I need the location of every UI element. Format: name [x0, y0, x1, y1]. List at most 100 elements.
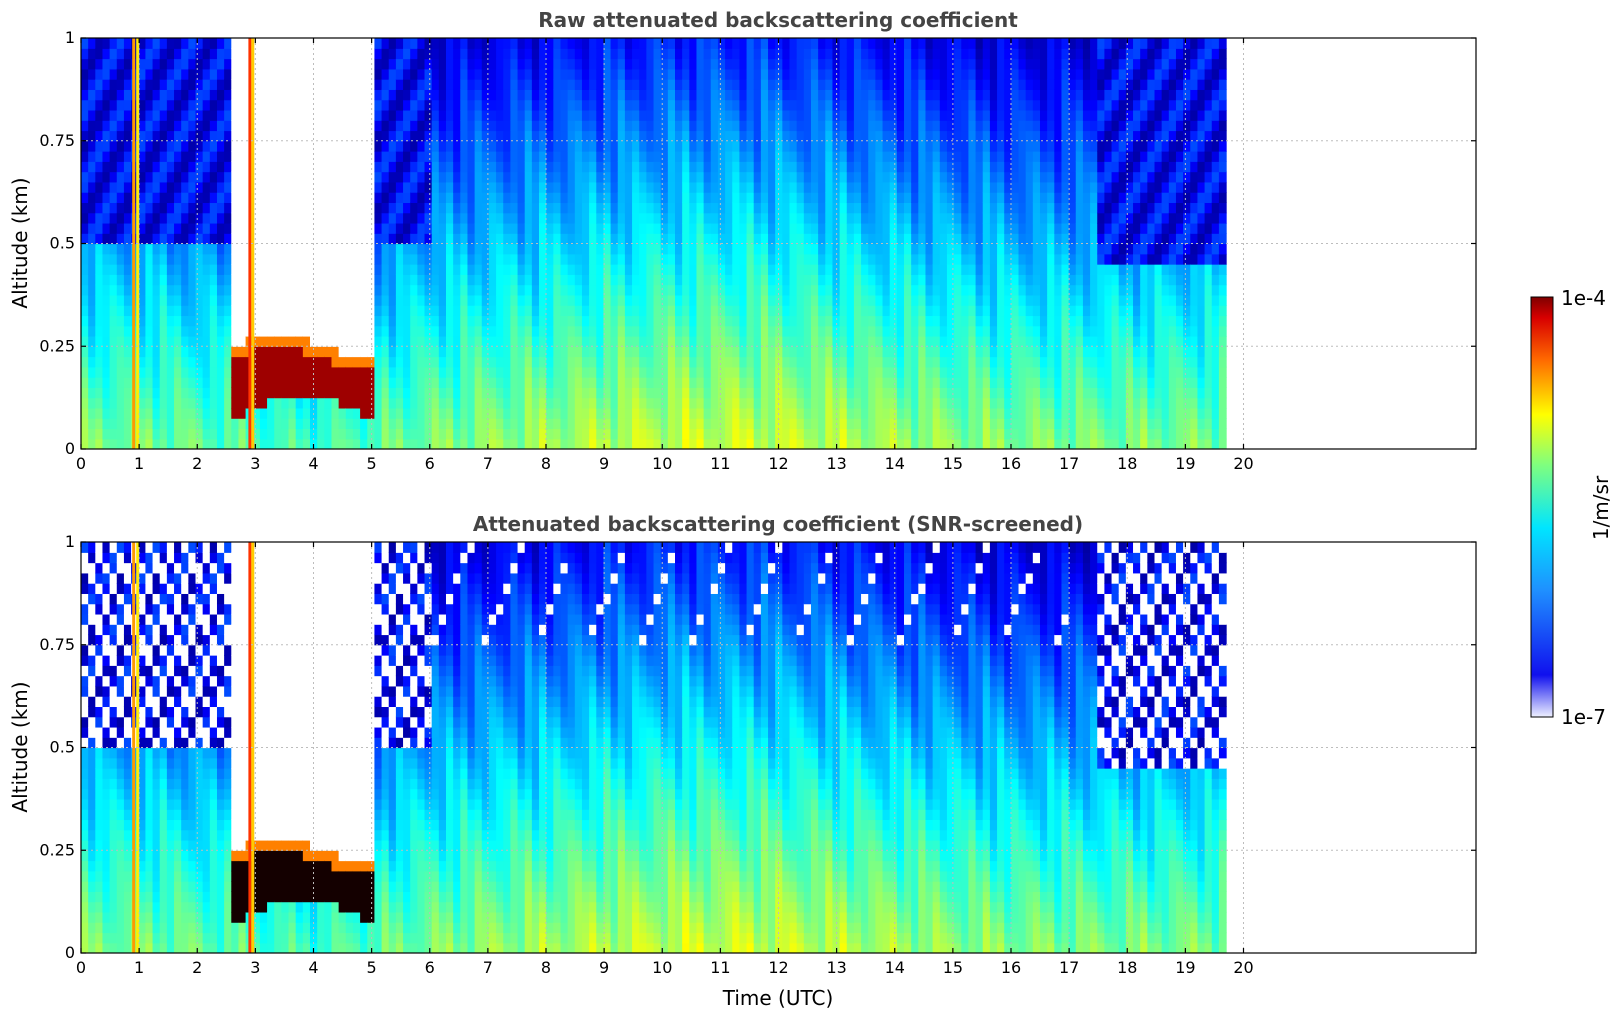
heatmap-cell [918, 253, 927, 265]
heatmap-cell [510, 294, 519, 306]
heatmap-cell [703, 243, 712, 255]
heatmap-cell [853, 140, 862, 152]
heatmap-cell [732, 377, 741, 388]
heatmap-cell [889, 109, 898, 121]
heatmap-cell [739, 356, 748, 368]
heatmap-cell [624, 284, 633, 296]
heatmap-cell [252, 161, 261, 173]
heatmap-cell [202, 325, 211, 337]
heatmap-cell [753, 89, 762, 101]
heatmap-cell [288, 192, 297, 204]
heatmap-cell [388, 120, 397, 132]
heatmap-cell [123, 438, 132, 449]
heatmap-cell [875, 438, 884, 449]
heatmap-cell [896, 284, 905, 296]
heatmap-cell [159, 192, 168, 204]
heatmap-cell [116, 377, 125, 388]
heatmap-cell [81, 418, 89, 430]
heatmap-cell [732, 418, 741, 430]
heatmap-cell [925, 202, 934, 214]
heatmap-cell [345, 418, 354, 430]
heatmap-cell [810, 48, 819, 60]
heatmap-cell [796, 89, 805, 101]
heatmap-cell [939, 58, 948, 70]
heatmap-cell [703, 89, 712, 101]
heatmap-cell [188, 418, 197, 430]
heatmap-cell [453, 99, 461, 111]
heatmap-cell [417, 212, 426, 224]
heatmap-cell [739, 58, 748, 70]
heatmap-cell [581, 109, 590, 121]
heatmap-cell [488, 130, 497, 142]
heatmap-cell [109, 58, 118, 70]
heatmap-cell [825, 305, 834, 317]
heatmap-cell [445, 284, 454, 296]
heatmap-cell [209, 305, 218, 317]
heatmap-cell [145, 438, 154, 449]
heatmap-cell [195, 140, 204, 152]
heatmap-cell [374, 315, 383, 327]
heatmap-cell [796, 212, 805, 224]
heatmap-cell [152, 140, 161, 152]
heatmap-cell [889, 407, 898, 419]
heatmap-cell [338, 438, 347, 449]
heatmap-cell [753, 264, 762, 275]
heatmap-cell [202, 222, 211, 234]
heatmap-cell [317, 222, 325, 234]
heatmap-cell [703, 428, 712, 440]
heatmap-cell [546, 212, 554, 224]
heatmap-cell [503, 356, 511, 368]
heatmap-cell [617, 171, 626, 183]
heatmap-cell [267, 58, 275, 70]
heatmap-cell [496, 212, 504, 224]
heatmap-cell [503, 264, 511, 275]
heatmap-cell [288, 130, 297, 142]
heatmap-cell [138, 99, 147, 111]
heatmap-cell [445, 161, 454, 173]
heatmap-cell [281, 181, 290, 193]
heatmap-cell [639, 222, 647, 234]
heatmap-cell [918, 130, 927, 142]
heatmap-cell [403, 418, 411, 430]
heatmap-cell [138, 418, 147, 430]
heatmap-cell [302, 356, 311, 368]
heatmap-cell [488, 181, 497, 193]
heatmap-cell [517, 387, 526, 399]
heatmap-cell [653, 109, 662, 121]
heatmap-cell [882, 120, 891, 132]
heatmap-cell [782, 428, 791, 440]
heatmap-cell [445, 38, 454, 49]
heatmap-cell [911, 99, 919, 111]
heatmap-cell [925, 253, 934, 265]
heatmap-cell [539, 243, 547, 255]
heatmap-cell [596, 438, 605, 449]
heatmap-cell [911, 315, 919, 327]
heatmap-cell [231, 151, 240, 162]
heatmap-cell [281, 377, 290, 388]
heatmap-cell [231, 161, 240, 173]
heatmap-cell [696, 387, 705, 399]
heatmap-cell [295, 151, 304, 162]
heatmap-cell [310, 305, 318, 317]
heatmap-cell [503, 438, 511, 449]
heatmap-cell [310, 130, 318, 142]
heatmap-cell [624, 428, 633, 440]
heatmap-cell [968, 212, 977, 224]
heatmap-cell [846, 202, 855, 214]
heatmap-cell [639, 181, 647, 193]
heatmap-cell [524, 151, 533, 162]
heatmap-cell [839, 356, 848, 368]
heatmap-cell [875, 377, 884, 388]
heatmap-cell [932, 68, 941, 80]
heatmap-cell [832, 294, 841, 306]
heatmap-cell [882, 397, 891, 409]
heatmap-cell [875, 335, 884, 347]
heatmap-cell [259, 140, 268, 152]
heatmap-cell [918, 418, 927, 430]
heatmap-cell [782, 335, 791, 347]
heatmap-cell [145, 109, 154, 121]
heatmap-cell [682, 377, 690, 388]
heatmap-cell [939, 335, 948, 347]
heatmap-cell [496, 79, 504, 90]
heatmap-cell [195, 284, 204, 296]
